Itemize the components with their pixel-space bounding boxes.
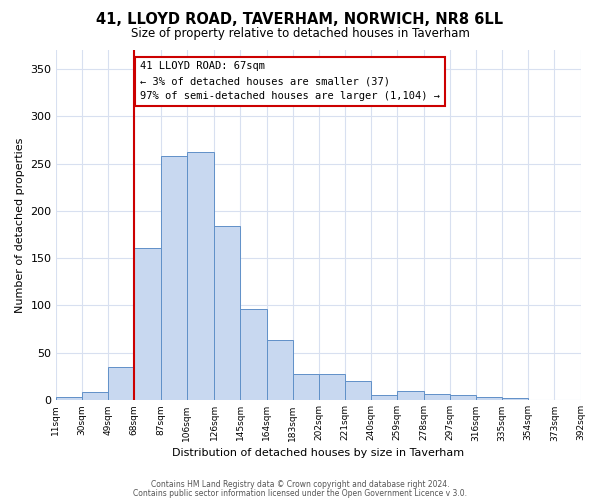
Text: Contains public sector information licensed under the Open Government Licence v : Contains public sector information licen… bbox=[133, 488, 467, 498]
Bar bbox=[345, 381, 371, 400]
Bar bbox=[241, 309, 266, 400]
Bar bbox=[108, 367, 134, 400]
Text: Size of property relative to detached houses in Taverham: Size of property relative to detached ho… bbox=[131, 28, 469, 40]
Bar bbox=[319, 374, 345, 400]
Bar bbox=[293, 374, 319, 400]
X-axis label: Distribution of detached houses by size in Taverham: Distribution of detached houses by size … bbox=[172, 448, 464, 458]
Bar bbox=[82, 392, 108, 400]
Bar bbox=[161, 156, 187, 400]
Bar bbox=[187, 152, 214, 400]
Bar bbox=[449, 396, 476, 400]
Bar bbox=[476, 397, 502, 400]
Bar bbox=[502, 398, 528, 400]
Y-axis label: Number of detached properties: Number of detached properties bbox=[15, 138, 25, 312]
Text: 41, LLOYD ROAD, TAVERHAM, NORWICH, NR8 6LL: 41, LLOYD ROAD, TAVERHAM, NORWICH, NR8 6… bbox=[97, 12, 503, 28]
Bar bbox=[56, 397, 82, 400]
Bar bbox=[581, 397, 600, 400]
Bar bbox=[214, 226, 241, 400]
Bar bbox=[371, 396, 397, 400]
Bar bbox=[266, 340, 293, 400]
Text: Contains HM Land Registry data © Crown copyright and database right 2024.: Contains HM Land Registry data © Crown c… bbox=[151, 480, 449, 489]
Bar bbox=[397, 390, 424, 400]
Bar bbox=[134, 248, 161, 400]
Text: 41 LLOYD ROAD: 67sqm
← 3% of detached houses are smaller (37)
97% of semi-detach: 41 LLOYD ROAD: 67sqm ← 3% of detached ho… bbox=[140, 62, 440, 101]
Bar bbox=[424, 394, 449, 400]
